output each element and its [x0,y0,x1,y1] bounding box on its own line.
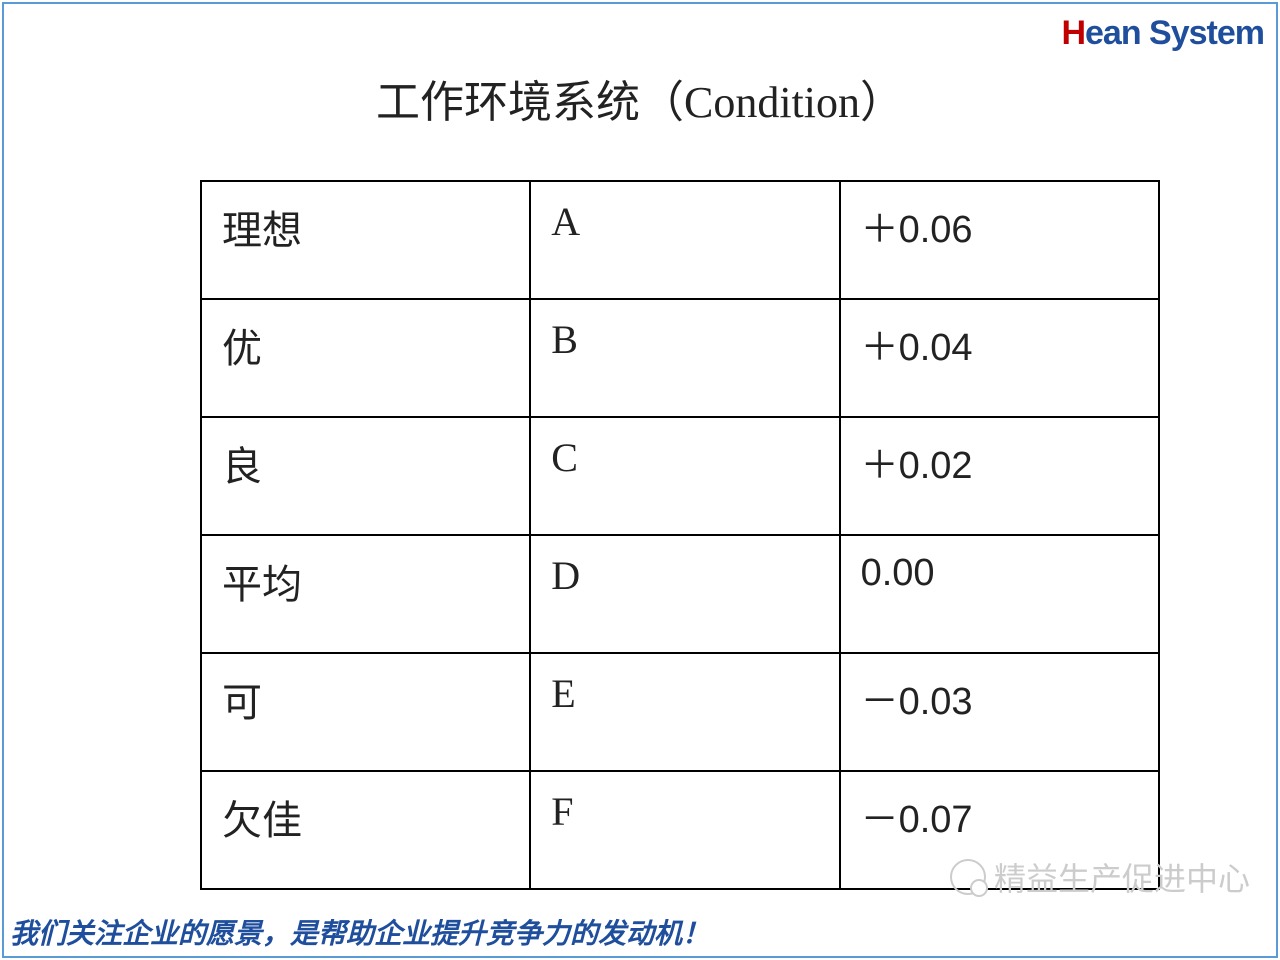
table-row: 平均 D 0.00 [201,535,1159,653]
cell-label: 平均 [201,535,530,653]
watermark: 精益生产促进中心 [950,854,1250,900]
cell-grade: C [530,417,839,535]
watermark-text: 精益生产促进中心 [994,854,1250,900]
cell-grade: A [530,181,839,299]
table-row: 良 C ＋0.02 [201,417,1159,535]
cell-grade: E [530,653,839,771]
condition-table: 理想 A ＋0.06 优 B ＋0.04 良 C ＋0.02 平均 D 0.00… [200,180,1160,890]
cell-label: 欠佳 [201,771,530,889]
cell-label: 可 [201,653,530,771]
table-row: 优 B ＋0.04 [201,299,1159,417]
cell-grade: B [530,299,839,417]
page-title: 工作环境系统（Condition） [0,66,1280,130]
cell-value: －0.03 [840,653,1159,771]
cell-label: 优 [201,299,530,417]
cell-label: 理想 [201,181,530,299]
footer-text: 我们关注企业的愿景，是帮助企业提升竞争力的发动机！ [10,912,710,952]
table-row: 可 E －0.03 [201,653,1159,771]
cell-grade: F [530,771,839,889]
cell-grade: D [530,535,839,653]
table: 理想 A ＋0.06 优 B ＋0.04 良 C ＋0.02 平均 D 0.00… [200,180,1160,890]
cell-value: ＋0.02 [840,417,1159,535]
logo-h: H [1061,14,1085,52]
logo-rest: ean System [1085,14,1264,52]
table-row: 理想 A ＋0.06 [201,181,1159,299]
logo: Hean System [1061,14,1264,53]
wechat-icon [950,859,986,895]
cell-value: 0.00 [840,535,1159,653]
cell-value: ＋0.06 [840,181,1159,299]
cell-value: ＋0.04 [840,299,1159,417]
cell-label: 良 [201,417,530,535]
